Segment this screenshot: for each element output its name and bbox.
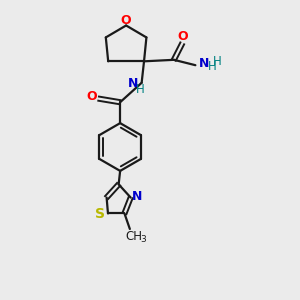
Text: O: O xyxy=(178,30,188,43)
Text: N: N xyxy=(132,190,142,202)
Text: O: O xyxy=(87,90,98,103)
Text: S: S xyxy=(95,207,105,221)
Text: H: H xyxy=(207,60,216,73)
Text: N: N xyxy=(199,57,209,70)
Text: 3: 3 xyxy=(141,235,146,244)
Text: O: O xyxy=(121,14,131,27)
Text: N: N xyxy=(128,77,139,90)
Text: CH: CH xyxy=(125,230,142,243)
Text: H: H xyxy=(136,83,145,96)
Text: H: H xyxy=(212,55,221,68)
